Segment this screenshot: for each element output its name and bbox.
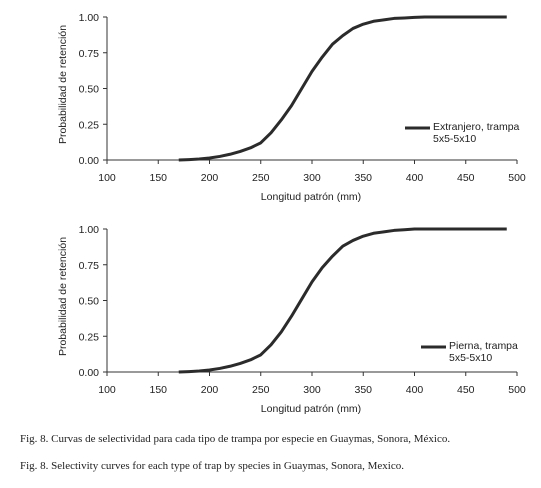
y-tick-label: 0.00 [79,367,100,379]
y-tick-label: 0.50 [79,84,100,96]
y-tick-label: 0.75 [79,48,100,60]
x-tick-label: 100 [98,384,116,396]
y-axis-title: Probabilidad de retención [57,25,69,144]
y-tick-label: 0.25 [79,119,100,131]
x-tick-label: 200 [201,384,219,396]
x-axis-title: Longitud patrón (mm) [261,191,361,203]
x-tick-label: 450 [457,384,475,396]
y-tick-label: 0.50 [79,296,100,308]
x-tick-label: 250 [252,172,270,184]
legend-label: Pierna, trampa 5x5-5x10 [449,340,518,364]
x-axis-title: Longitud patrón (mm) [261,403,361,415]
legend-label: Extranjero, trampa 5x5-5x10 [433,121,520,145]
caption: Fig. 8. Curvas de selectividad para cada… [20,433,451,445]
line [178,227,507,374]
y-axis-title: Probabilidad de retención [57,237,69,356]
x-tick-label: 500 [508,384,526,396]
x-tick-label: 400 [406,172,424,184]
y-tick-label: 0.00 [79,155,100,167]
x-tick-label: 400 [406,384,424,396]
x-tick-label: 450 [457,172,475,184]
x-tick-label: 150 [149,384,167,396]
x-tick-label: 350 [354,172,372,184]
x-tick-label: 300 [303,384,321,396]
x-tick-label: 250 [252,384,270,396]
x-tick-label: 500 [508,172,526,184]
caption: Fig. 8. Selectivity curves for each type… [20,460,404,472]
y-tick-label: 0.75 [79,260,100,272]
y-tick-label: 1.00 [79,12,100,24]
x-tick-label: 150 [149,172,167,184]
x-tick-label: 350 [354,384,372,396]
x-tick-label: 200 [201,172,219,184]
y-tick-label: 1.00 [79,224,100,236]
x-tick-label: 100 [98,172,116,184]
x-tick-label: 300 [303,172,321,184]
y-tick-label: 0.25 [79,331,100,343]
line [178,15,507,162]
